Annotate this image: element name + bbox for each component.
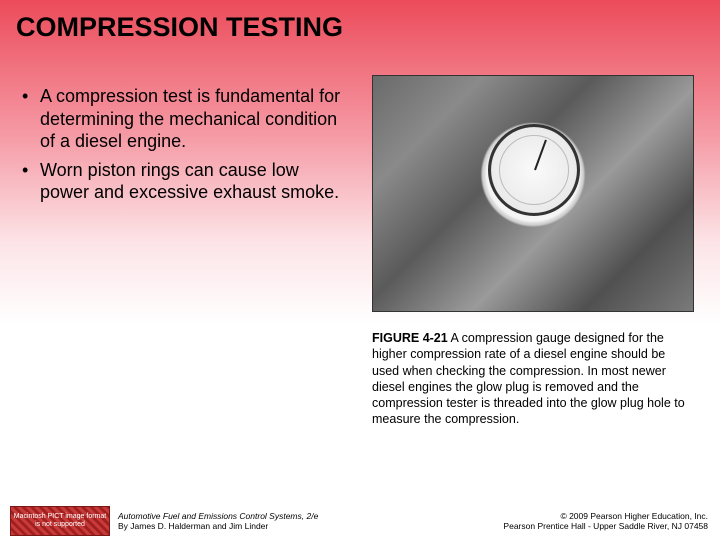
slide: COMPRESSION TESTING A compression test i… <box>0 0 720 540</box>
list-item: A compression test is fundamental for de… <box>22 85 342 153</box>
list-item: Worn piston rings can cause low power an… <box>22 159 342 204</box>
authors: By James D. Halderman and Jim Linder <box>118 521 318 531</box>
footer-right: © 2009 Pearson Higher Education, Inc. Pe… <box>503 511 708 531</box>
footer-left: Automotive Fuel and Emissions Control Sy… <box>118 511 318 531</box>
engine-photo <box>373 76 693 311</box>
gauge-needle <box>534 140 547 171</box>
figure-caption: FIGURE 4-21 A compression gauge designed… <box>372 330 694 428</box>
bullet-list: A compression test is fundamental for de… <box>22 85 342 210</box>
book-title: Automotive Fuel and Emissions Control Sy… <box>118 511 318 521</box>
figure-caption-text: A compression gauge designed for the hig… <box>372 331 685 426</box>
footer: Macintosh PICT image format is not suppo… <box>0 502 720 540</box>
badge-text: Macintosh PICT image format is not suppo… <box>11 513 109 528</box>
page-title: COMPRESSION TESTING <box>16 12 343 43</box>
pict-badge: Macintosh PICT image format is not suppo… <box>10 506 110 536</box>
publisher: Pearson Prentice Hall - Upper Saddle Riv… <box>503 521 708 531</box>
figure-image <box>372 75 694 312</box>
figure-label: FIGURE 4-21 <box>372 331 448 345</box>
copyright: © 2009 Pearson Higher Education, Inc. <box>503 511 708 521</box>
compression-gauge-icon <box>488 124 580 216</box>
